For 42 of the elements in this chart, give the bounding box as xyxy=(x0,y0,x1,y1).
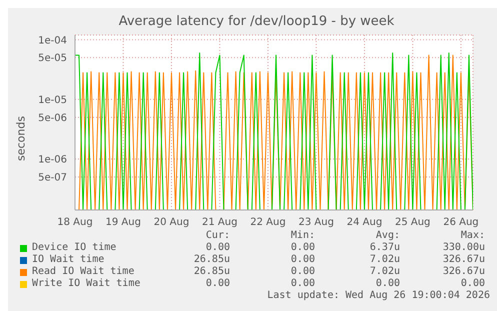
text: 326.67u xyxy=(442,266,485,278)
chart-title: Average latency for /dev/loop19 - by week xyxy=(118,14,396,29)
text: 0.00 xyxy=(290,254,315,266)
text: 7.02u xyxy=(368,266,400,278)
text: 6.37u xyxy=(368,242,400,254)
text: 0.00 xyxy=(290,266,315,278)
legend-label: Write IO Wait time xyxy=(32,278,140,290)
legend-label: IO Wait time xyxy=(32,254,104,266)
text: Last update: Wed Aug 26 19:00:04 2026 xyxy=(266,290,490,302)
y-tick-label: 1e-04 xyxy=(38,35,67,46)
y-tick-label: 1e-05 xyxy=(38,94,67,106)
x-tick-label: 25 Aug xyxy=(394,217,430,228)
text: 0.00 xyxy=(204,242,230,254)
text: 0.00 xyxy=(290,278,315,290)
text: Max: xyxy=(460,230,485,242)
y-tick-label: 1e-06 xyxy=(38,154,67,166)
legend-label: Device IO time xyxy=(32,242,116,254)
text: 7.02u xyxy=(368,254,400,266)
x-tick-label: 22 Aug xyxy=(250,217,286,228)
x-tick-label: 23 Aug xyxy=(298,217,334,228)
x-tick-label: 20 Aug xyxy=(154,217,190,228)
text: 0.00 xyxy=(374,278,400,290)
text: 326.67u xyxy=(442,254,485,266)
y-axis-title: seconds xyxy=(14,115,28,163)
text: 0.00 xyxy=(204,278,230,290)
x-tick-label: 26 Aug xyxy=(443,217,479,228)
x-tick-label: 18 Aug xyxy=(57,217,93,228)
y-tick-label: 5e-07 xyxy=(38,172,67,184)
legend-label: Read IO Wait time xyxy=(32,266,134,278)
x-tick-label: 21 Aug xyxy=(202,217,238,228)
text: 0.00 xyxy=(460,278,485,290)
y-tick-label: 5e-05 xyxy=(38,53,67,64)
text: Cur: xyxy=(204,230,230,242)
x-tick-label: 19 Aug xyxy=(106,217,141,228)
y-tick-label: 5e-06 xyxy=(38,112,67,124)
text: 26.85u xyxy=(192,254,230,266)
text: 26.85u xyxy=(192,266,230,278)
text: Avg: xyxy=(374,230,400,242)
text: 0.00 xyxy=(290,242,315,254)
text: Min: xyxy=(290,230,315,242)
text: 330.00u xyxy=(442,242,485,254)
x-tick-label: 24 Aug xyxy=(346,217,382,228)
